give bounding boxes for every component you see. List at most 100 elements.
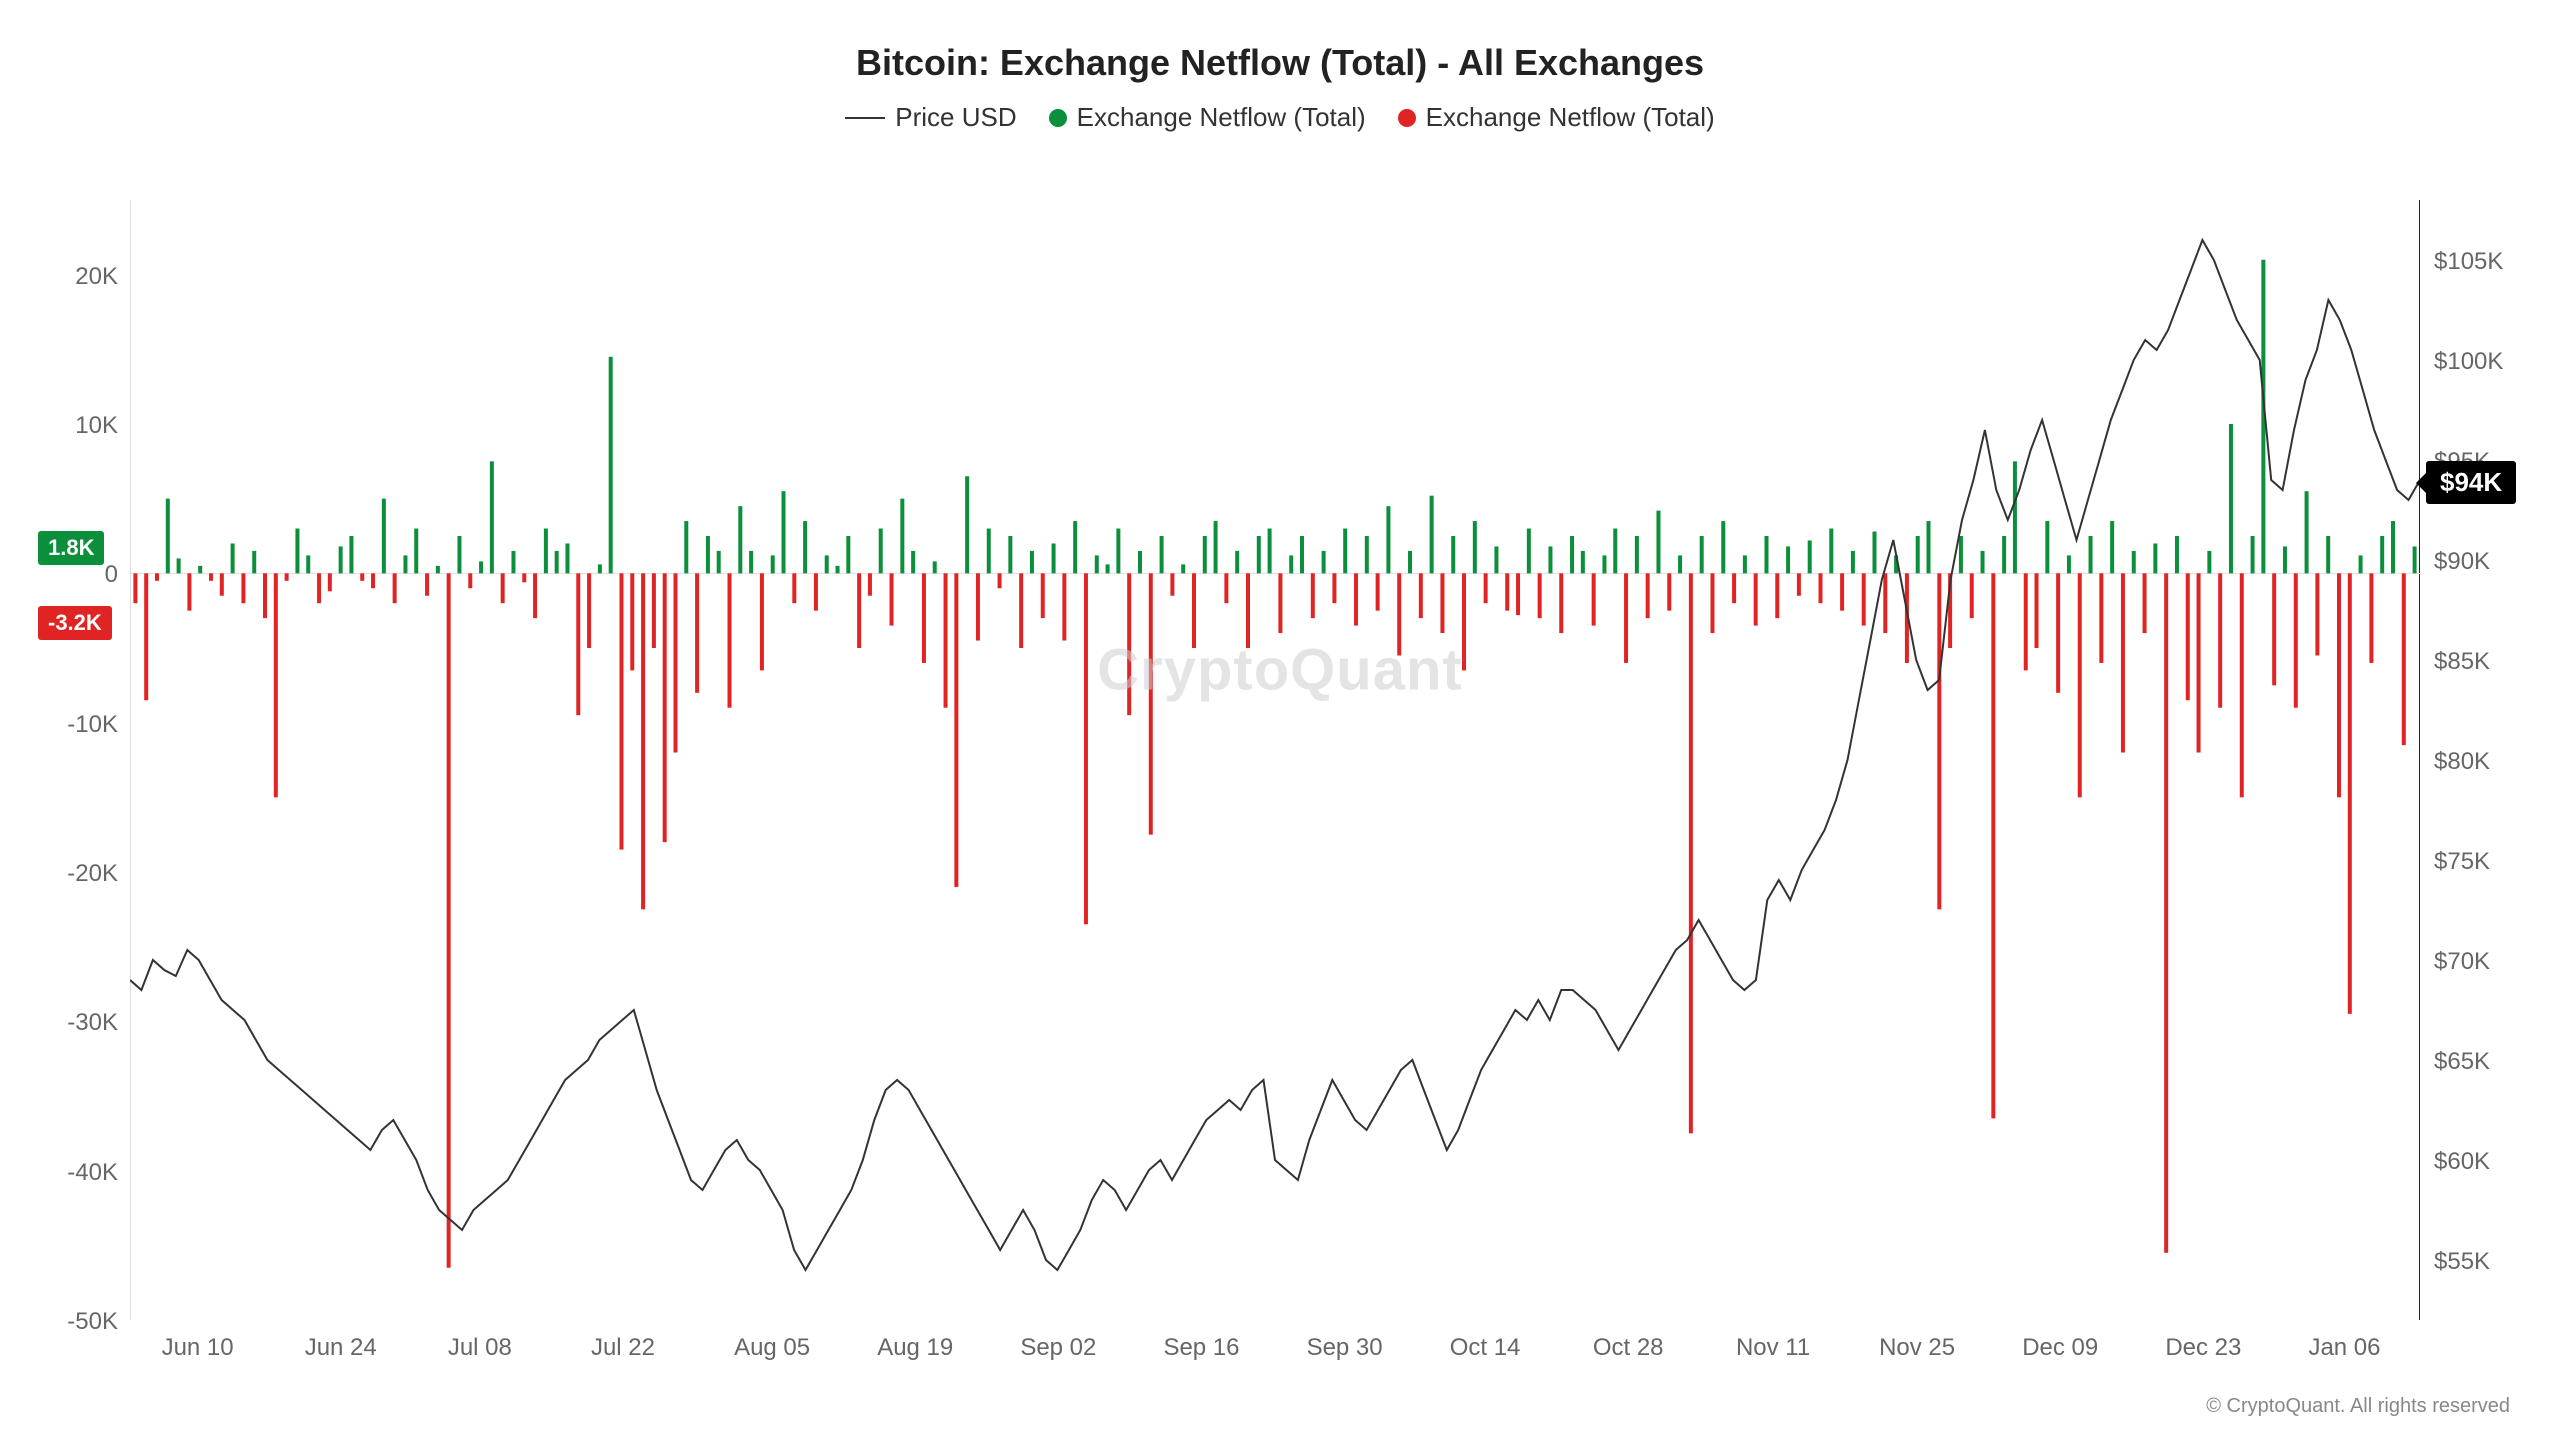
left-axis-tick-label: -50K <box>67 1308 118 1336</box>
bar-negative <box>1732 573 1736 603</box>
bar-negative <box>1084 573 1088 924</box>
bar-positive <box>479 561 483 573</box>
right-axis-tick-label: $70K <box>2434 948 2490 976</box>
bar-positive <box>2002 536 2006 573</box>
bar-positive <box>1116 529 1120 574</box>
bar-negative <box>1354 573 1358 625</box>
right-axis-tick-label: $105K <box>2434 248 2503 276</box>
bar-negative <box>1775 573 1779 618</box>
bar-positive <box>231 543 235 573</box>
bar-positive <box>436 566 440 573</box>
bar-negative <box>630 573 634 670</box>
bar-positive <box>1602 555 1606 573</box>
bar-negative <box>2099 573 2103 663</box>
bar-negative <box>1754 573 1758 625</box>
left-axis-tick-label: -30K <box>67 1009 118 1037</box>
bar-negative <box>760 573 764 670</box>
bar-positive <box>177 558 181 573</box>
bar-positive <box>1743 555 1747 573</box>
bar-negative <box>393 573 397 603</box>
bar-positive <box>1106 564 1110 573</box>
bar-positive <box>1581 551 1585 573</box>
legend-label: Price USD <box>895 102 1016 133</box>
bar-positive <box>198 566 202 573</box>
bar-positive <box>457 536 461 573</box>
legend-line-icon <box>845 117 885 119</box>
bar-negative <box>1419 573 1423 618</box>
bar-positive <box>1365 536 1369 573</box>
bar-negative <box>533 573 537 618</box>
legend-item-neg: Exchange Netflow (Total) <box>1398 102 1715 133</box>
right-axis-tick-label: $90K <box>2434 548 2490 576</box>
bar-positive <box>1721 521 1725 573</box>
bar-positive <box>1916 536 1920 573</box>
bar-positive <box>2391 521 2395 573</box>
bar-positive <box>1548 546 1552 573</box>
chart-title: Bitcoin: Exchange Netflow (Total) - All … <box>0 0 2560 84</box>
bar-negative <box>501 573 505 603</box>
bar-negative <box>1624 573 1628 663</box>
price-line <box>130 240 2420 1270</box>
x-axis-tick-label: Jan 06 <box>2308 1334 2380 1362</box>
bar-negative <box>1332 573 1336 603</box>
bar-negative <box>998 573 1002 588</box>
left-axis-tick-label: -10K <box>67 711 118 739</box>
bar-positive <box>1181 564 1185 573</box>
bar-negative <box>1538 573 1542 618</box>
bar-positive <box>900 499 904 574</box>
bar-negative <box>922 573 926 663</box>
left-axis-tick-label: 10K <box>75 412 118 440</box>
bar-negative <box>1970 573 1974 618</box>
bar-negative <box>619 573 623 849</box>
bar-positive <box>1527 529 1531 574</box>
bar-positive <box>1095 555 1099 573</box>
bar-negative <box>468 573 472 588</box>
left-axis-tick-label: -20K <box>67 860 118 888</box>
bar-negative <box>2402 573 2406 745</box>
bar-positive <box>2283 546 2287 573</box>
bar-positive <box>2175 536 2179 573</box>
right-axis-tick-label: $85K <box>2434 648 2490 676</box>
bar-positive <box>598 564 602 573</box>
bar-positive <box>1300 536 1304 573</box>
badge-negative-netflow: -3.2K <box>38 606 112 640</box>
bar-negative <box>360 573 364 580</box>
bar-positive <box>684 521 688 573</box>
bar-positive <box>1138 551 1142 573</box>
bar-positive <box>295 529 299 574</box>
bar-negative <box>954 573 958 887</box>
bar-negative <box>187 573 191 610</box>
bar-negative <box>1667 573 1671 610</box>
right-axis-tick-label: $80K <box>2434 748 2490 776</box>
bar-positive <box>706 536 710 573</box>
bar-positive <box>1635 536 1639 573</box>
bar-negative <box>144 573 148 700</box>
bar-positive <box>717 551 721 573</box>
bar-positive <box>511 551 515 573</box>
bar-negative <box>1062 573 1066 640</box>
bar-negative <box>1397 573 1401 655</box>
bar-positive <box>825 555 829 573</box>
x-axis-tick-label: Aug 19 <box>877 1334 953 1362</box>
bar-positive <box>879 529 883 574</box>
bar-positive <box>836 566 840 573</box>
bar-positive <box>2380 536 2384 573</box>
bar-positive <box>2132 551 2136 573</box>
x-axis-tick-label: Jul 08 <box>448 1334 512 1362</box>
bar-negative <box>263 573 267 618</box>
bar-negative <box>522 573 526 582</box>
bar-negative <box>890 573 894 625</box>
bar-negative <box>814 573 818 610</box>
bar-positive <box>2067 555 2071 573</box>
bar-negative <box>220 573 224 595</box>
bar-positive <box>803 521 807 573</box>
x-axis-tick-label: Oct 14 <box>1450 1334 1521 1362</box>
bar-negative <box>2164 573 2168 1252</box>
plot-area <box>130 200 2420 1320</box>
bar-positive <box>1052 543 1056 573</box>
bar-positive <box>2045 521 2049 573</box>
bar-negative <box>976 573 980 640</box>
bar-negative <box>2337 573 2341 797</box>
bar-negative <box>447 573 451 1267</box>
bar-positive <box>2305 491 2309 573</box>
